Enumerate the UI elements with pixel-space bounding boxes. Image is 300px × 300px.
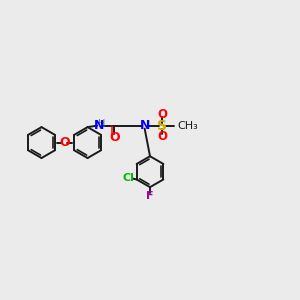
Text: O: O (157, 130, 167, 143)
Text: N: N (94, 119, 104, 132)
Text: F: F (146, 191, 154, 201)
Text: N: N (140, 119, 150, 132)
Text: Cl: Cl (122, 173, 134, 183)
Text: O: O (59, 136, 70, 149)
Text: O: O (109, 131, 120, 144)
Text: O: O (157, 108, 167, 121)
Text: H: H (98, 118, 106, 128)
Text: CH₃: CH₃ (177, 121, 198, 130)
Text: S: S (157, 118, 167, 133)
